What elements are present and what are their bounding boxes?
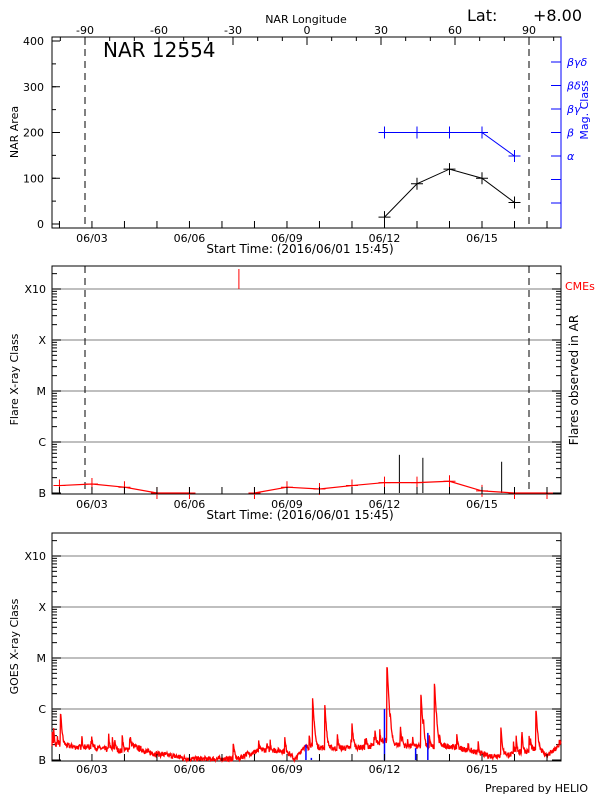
longitude-tick-label: 0 — [304, 24, 311, 37]
x-tick-label: 06/12 — [369, 232, 401, 245]
y-tick-label: X — [38, 334, 46, 347]
x-tick-label: 06/09 — [271, 763, 303, 776]
flare-level-point — [378, 476, 391, 489]
y-tick-label: 300 — [23, 81, 44, 94]
x-tick-label: 06/03 — [76, 763, 108, 776]
mag-class-tick-label: βγ — [566, 103, 581, 116]
longitude-tick-label: -60 — [150, 24, 168, 37]
longitude-tick-label: 60 — [448, 24, 462, 37]
right-axis-title: Flares observed in AR — [567, 315, 581, 445]
x-tick-label: 06/15 — [466, 763, 498, 776]
x-tick-label: 06/06 — [174, 763, 206, 776]
mag-class-point — [475, 126, 488, 139]
area-point — [443, 163, 456, 176]
x-tick-label: 06/03 — [76, 232, 108, 245]
y-axis-title: GOES X-ray Class — [8, 598, 21, 694]
y-tick-label: B — [38, 754, 46, 767]
area-point — [410, 177, 423, 190]
y-tick-label: 100 — [23, 172, 44, 185]
x-tick-label: 06/06 — [174, 498, 206, 511]
flare-level-line — [254, 480, 548, 494]
goes-panel: B C M X X10 GOES X-ray Class 06/03 06/06 06/09 06… — [8, 532, 562, 776]
y-axis-title: NAR Area — [8, 106, 21, 158]
y-axis-title: Flare X-ray Class — [8, 333, 21, 425]
cme-label: CMEs — [565, 280, 595, 293]
y-tick-label: X10 — [24, 550, 46, 563]
right-axis-title: Mag. Class — [578, 80, 591, 139]
plot-frame — [51, 265, 562, 495]
y-tick-label: 200 — [23, 127, 44, 140]
longitude-tick-label: -90 — [76, 24, 94, 37]
mag-class-tick-label: βδ — [566, 80, 581, 93]
mag-class-point — [508, 150, 521, 162]
x-tick-label: 06/15 — [466, 498, 498, 511]
y-tick-label: M — [37, 652, 47, 665]
mag-class-point — [378, 126, 391, 139]
longitude-tick-label: -30 — [224, 24, 242, 37]
area-point — [508, 196, 521, 209]
area-point — [475, 172, 488, 185]
mag-class-point — [443, 126, 456, 139]
y-tick-label: M — [37, 385, 47, 398]
x-axis-title: Start Time: (2016/06/01 15:45) — [206, 508, 393, 522]
x-tick-label: 06/06 — [174, 232, 206, 245]
flare-panel: B C M X X10 Flare X-ray Class CMEs Flares obser… — [8, 265, 595, 522]
x-tick-label: 06/12 — [369, 763, 401, 776]
y-tick-label: 0 — [37, 218, 44, 231]
longitude-tick-label: 90 — [522, 24, 536, 37]
prepared-by: Prepared by HELIO — [485, 782, 588, 795]
x-tick-label: 06/09 — [271, 498, 303, 511]
y-tick-label: X — [38, 601, 46, 614]
plot-frame — [51, 532, 562, 762]
flare-level-point — [443, 475, 456, 488]
top-axis-title: NAR Longitude — [265, 13, 347, 26]
mag-class-tick-label: α — [567, 150, 575, 163]
lat-value: +8.00 — [533, 6, 582, 25]
x-tick-label: 06/12 — [369, 498, 401, 511]
area-line — [384, 168, 515, 218]
longitude-tick-label: 30 — [374, 24, 388, 37]
y-tick-label: C — [38, 703, 46, 716]
mag-class-tick-label: βγδ — [566, 56, 588, 69]
flare-level-point — [410, 476, 423, 489]
mag-class-point — [410, 126, 423, 139]
x-axis-title: Start Time: (2016/06/01 15:45) — [206, 242, 393, 256]
x-tick-label: 06/15 — [466, 232, 498, 245]
x-tick-label: 06/03 — [76, 498, 108, 511]
y-tick-label: B — [38, 487, 46, 500]
y-tick-label: X10 — [24, 283, 46, 296]
y-tick-label: 400 — [23, 35, 44, 48]
mag-class-tick-label: β — [566, 127, 574, 140]
x-tick-label: 06/09 — [271, 232, 303, 245]
y-tick-label: C — [38, 436, 46, 449]
lat-label: Lat: — [467, 6, 497, 25]
